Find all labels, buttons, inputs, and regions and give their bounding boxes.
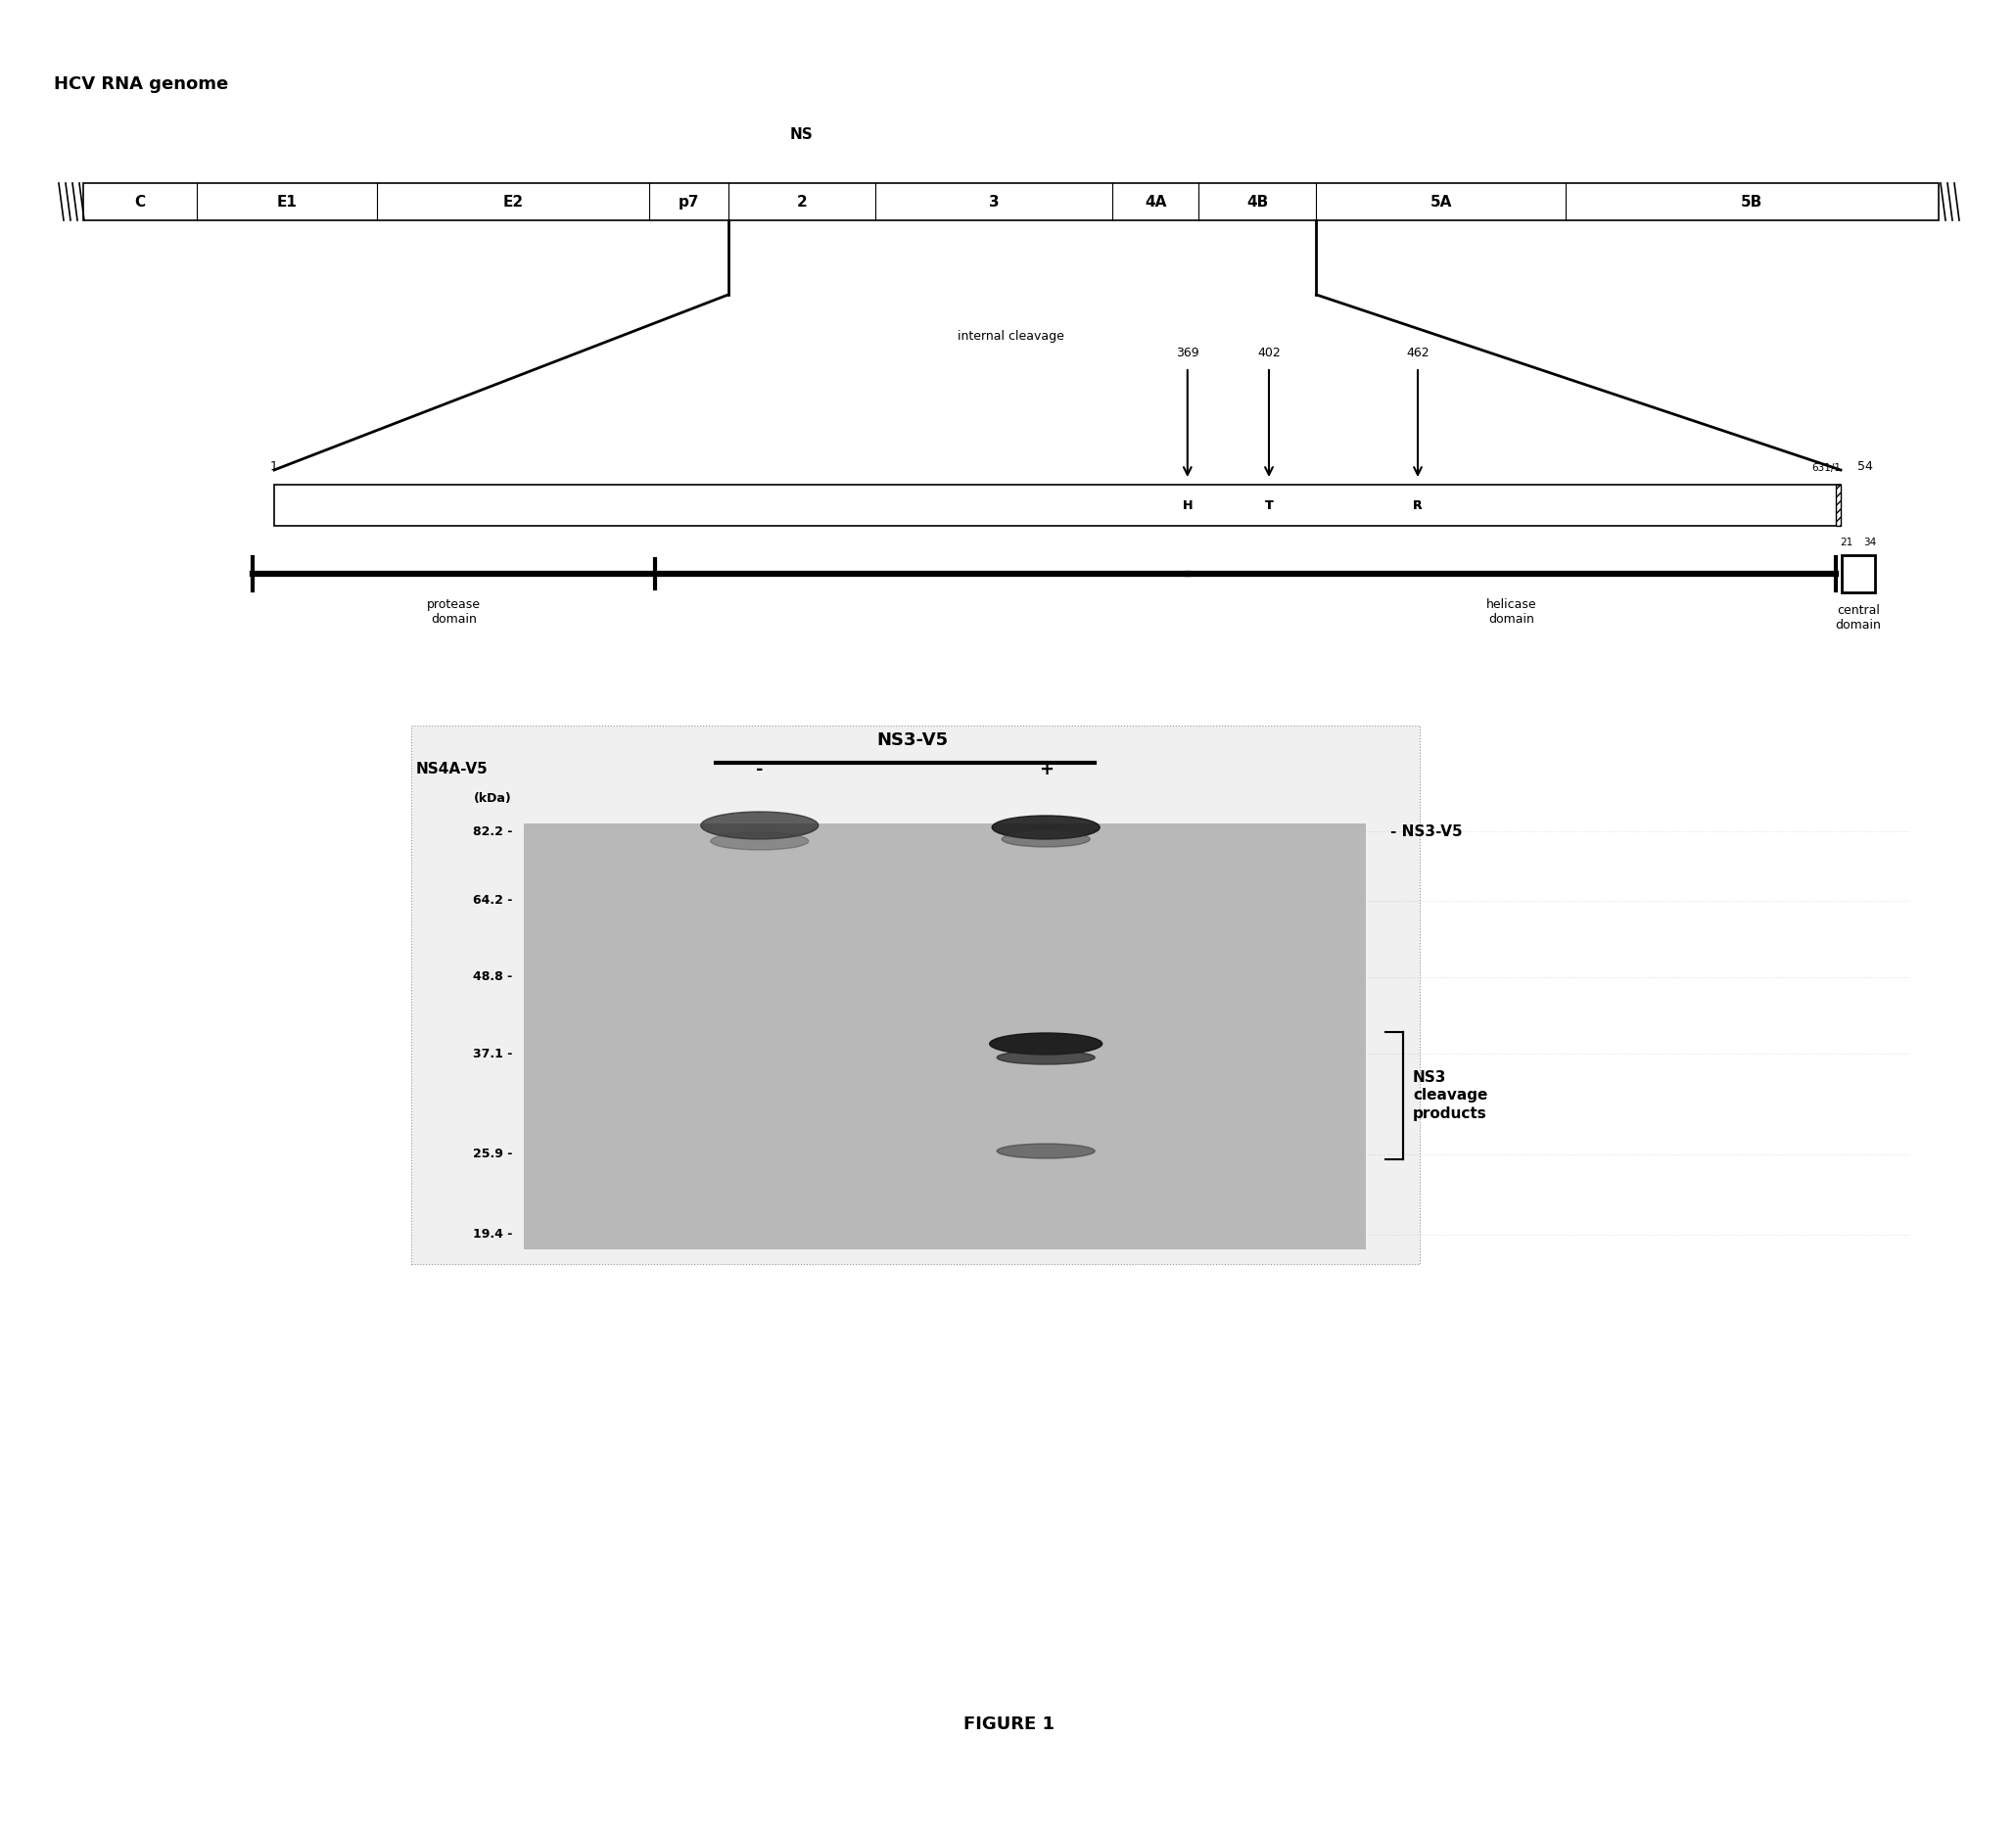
Text: NS: NS: [790, 126, 812, 141]
Text: E2: E2: [502, 194, 524, 209]
Text: p7: p7: [677, 194, 700, 209]
Bar: [1837, 485, 1841, 526]
Text: E1: E1: [276, 194, 296, 209]
Text: 5A: 5A: [1429, 194, 1452, 209]
Text: H: H: [1183, 498, 1193, 511]
Text: central
domain: central domain: [1835, 605, 1881, 632]
Text: 631/1: 631/1: [1812, 463, 1841, 473]
Text: 19.4 -: 19.4 -: [472, 1227, 512, 1240]
Text: 82.2 -: 82.2 -: [472, 824, 512, 837]
Text: NS3-V5: NS3-V5: [877, 731, 948, 749]
Text: 3: 3: [988, 194, 1000, 209]
Text: 5B: 5B: [1742, 194, 1762, 209]
Text: NS3
cleavage
products: NS3 cleavage products: [1413, 1070, 1488, 1121]
Text: HCV RNA genome: HCV RNA genome: [54, 75, 228, 93]
Ellipse shape: [712, 832, 808, 850]
Text: helicase
domain: helicase domain: [1486, 599, 1536, 627]
Text: 37.1 -: 37.1 -: [472, 1048, 512, 1061]
Text: H: H: [1183, 498, 1193, 511]
Text: 34: 34: [1863, 537, 1877, 548]
Ellipse shape: [998, 1143, 1095, 1158]
Text: 402: 402: [1258, 346, 1280, 359]
Ellipse shape: [990, 1033, 1103, 1055]
Text: R: R: [1413, 498, 1423, 511]
Text: 4B: 4B: [1246, 194, 1268, 209]
Ellipse shape: [1002, 832, 1091, 846]
Text: 21: 21: [1841, 537, 1853, 548]
Text: - NS3-V5: - NS3-V5: [1391, 824, 1462, 839]
Bar: [83, 183, 1939, 220]
Text: internal cleavage: internal cleavage: [958, 330, 1064, 343]
Bar: [1843, 555, 1875, 592]
Text: 1: 1: [270, 460, 278, 473]
Text: -: -: [756, 760, 764, 779]
Ellipse shape: [702, 812, 818, 839]
Text: 4A: 4A: [1145, 194, 1167, 209]
Text: 369: 369: [1175, 346, 1200, 359]
Bar: [274, 485, 1841, 526]
Text: T: T: [1264, 498, 1274, 511]
Text: 54: 54: [1857, 460, 1873, 473]
Text: 48.8 -: 48.8 -: [472, 971, 512, 984]
Text: 25.9 -: 25.9 -: [472, 1147, 512, 1160]
Text: (kDa): (kDa): [474, 793, 512, 806]
Ellipse shape: [998, 1050, 1095, 1064]
Bar: [411, 725, 1419, 1264]
Text: protease
domain: protease domain: [427, 599, 480, 627]
Text: 64.2 -: 64.2 -: [472, 894, 512, 907]
Text: +: +: [1038, 760, 1052, 779]
Ellipse shape: [992, 815, 1101, 839]
Bar: [524, 823, 1367, 1249]
Text: R: R: [1413, 498, 1423, 511]
Text: 462: 462: [1407, 346, 1429, 359]
Text: 2: 2: [796, 194, 806, 209]
Text: FIGURE 1: FIGURE 1: [964, 1715, 1054, 1733]
Text: NS4A-V5: NS4A-V5: [415, 762, 488, 777]
Text: T: T: [1264, 498, 1274, 511]
Text: C: C: [135, 194, 145, 209]
